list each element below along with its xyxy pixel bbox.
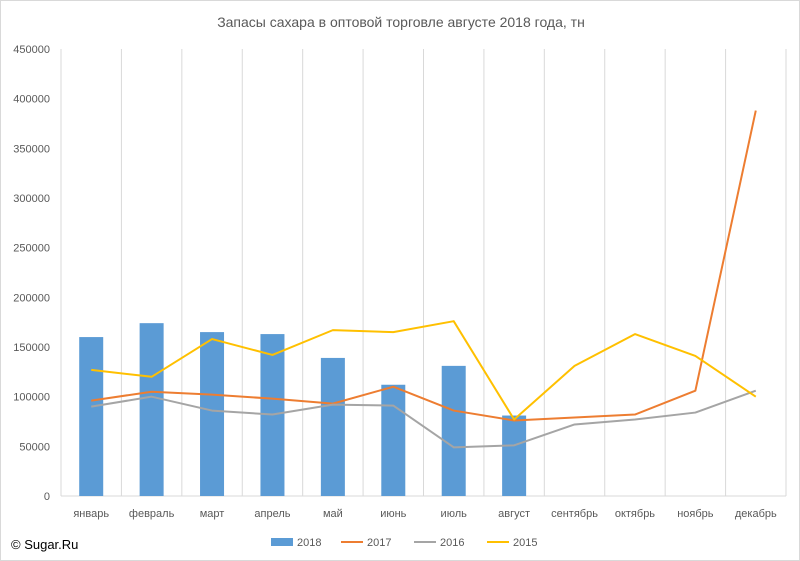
x-tick-label: май (323, 508, 343, 520)
y-tick-label: 0 (44, 491, 50, 503)
chart-title: Запасы сахара в оптовой торговле августе… (217, 14, 585, 30)
y-tick-label: 350000 (13, 143, 50, 155)
y-tick-label: 150000 (13, 342, 50, 354)
x-tick-label: сентябрь (551, 508, 598, 520)
x-axis: январь февраль март апрель май июнь июль август… (73, 508, 777, 520)
bar-2018 (320, 357, 345, 496)
y-tick-label: 250000 (13, 243, 50, 255)
y-tick-label: 450000 (13, 44, 50, 56)
grid-lines (60, 49, 787, 497)
x-tick-label: декабрь (735, 508, 777, 520)
line-series-2015 (91, 320, 757, 421)
bar-2018 (441, 365, 466, 496)
bar-2018 (502, 415, 527, 496)
legend-label-2016: 2016 (440, 537, 464, 549)
y-tick-label: 100000 (13, 392, 50, 404)
bar-2018 (200, 332, 225, 496)
x-tick-label: август (498, 508, 530, 520)
copyright-label: © Sugar.Ru (11, 537, 79, 552)
legend-label-2017: 2017 (367, 537, 391, 549)
x-tick-label: июнь (380, 508, 406, 520)
y-tick-label: 50000 (19, 441, 50, 453)
x-tick-label: апрель (254, 508, 290, 520)
line-series-layer (91, 110, 757, 449)
x-tick-label: ноябрь (677, 508, 714, 520)
legend-label-2018: 2018 (297, 537, 321, 549)
x-tick-label: июль (441, 508, 468, 520)
line-series-2017 (91, 110, 757, 422)
legend-swatch-2018 (271, 538, 293, 546)
line-series-2016 (91, 389, 757, 449)
bar-2018 (139, 323, 164, 496)
bar-2018 (381, 384, 406, 496)
x-tick-label: октябрь (615, 508, 655, 520)
x-tick-label: март (200, 508, 225, 520)
legend-label-2015: 2015 (513, 537, 537, 549)
x-tick-label: февраль (129, 508, 175, 520)
y-tick-label: 300000 (13, 193, 50, 205)
bar-2018 (79, 337, 104, 496)
legend: 2018 2017 2016 2015 (271, 537, 537, 549)
y-axis: 0 50000 100000 150000 200000 250000 300000 3500… (13, 44, 50, 503)
x-tick-label: январь (73, 508, 109, 520)
y-tick-label: 200000 (13, 292, 50, 304)
y-tick-label: 400000 (13, 94, 50, 106)
